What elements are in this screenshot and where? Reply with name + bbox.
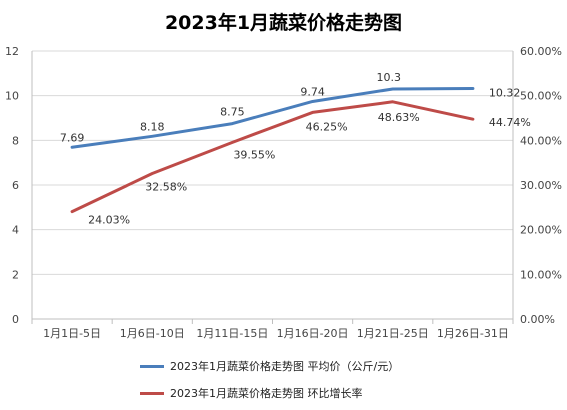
y-right-tick-label: 30.00% bbox=[520, 179, 562, 192]
data-label-price: 8.18 bbox=[140, 120, 165, 133]
data-label-growth: 46.25% bbox=[306, 120, 348, 133]
x-tick-label: 1月1日-5日 bbox=[43, 327, 101, 340]
y-left-tick-label: 8 bbox=[12, 134, 19, 147]
y-right-tick-label: 50.00% bbox=[520, 90, 562, 103]
y-right-tick-label: 0.00% bbox=[520, 313, 555, 326]
x-tick-label: 1月21日-25日 bbox=[357, 327, 429, 340]
x-tick-label: 1月16日-20日 bbox=[277, 327, 349, 340]
data-label-growth: 32.58% bbox=[145, 180, 187, 193]
chart-legend: 2023年1月蔬菜价格走势图 平均价（公斤/元） 2023年1月蔬菜价格走势图 … bbox=[140, 356, 399, 410]
data-label-growth: 39.55% bbox=[233, 148, 275, 161]
x-tick-label: 1月6日-10日 bbox=[120, 327, 185, 340]
chart-title: 2023年1月蔬菜价格走势图 bbox=[164, 12, 403, 34]
y-right-tick-label: 40.00% bbox=[520, 134, 562, 147]
data-label-growth: 44.74% bbox=[489, 116, 531, 129]
legend-label-growth: 2023年1月蔬菜价格走势图 环比增长率 bbox=[170, 387, 363, 400]
y-left-tick-label: 4 bbox=[12, 224, 19, 237]
series-line-price bbox=[70, 87, 475, 149]
y-left-tick-label: 10 bbox=[5, 90, 19, 103]
legend-swatch-price bbox=[140, 364, 164, 368]
y-left-tick-label: 2 bbox=[12, 268, 19, 281]
legend-swatch-growth bbox=[140, 391, 164, 395]
legend-item-price: 2023年1月蔬菜价格走势图 平均价（公斤/元） bbox=[140, 356, 399, 376]
x-tick-label: 1月11日-15日 bbox=[196, 327, 268, 340]
data-label-price: 10.32 bbox=[489, 87, 520, 100]
legend-item-growth: 2023年1月蔬菜价格走势图 环比增长率 bbox=[140, 383, 399, 403]
legend-label-price: 2023年1月蔬菜价格走势图 平均价（公斤/元） bbox=[170, 360, 400, 373]
y-right-tick-label: 10.00% bbox=[520, 268, 562, 281]
y-left-tick-label: 12 bbox=[5, 45, 19, 58]
y-right-tick-label: 20.00% bbox=[520, 224, 562, 237]
data-label-growth: 24.03% bbox=[88, 214, 130, 227]
x-tick-label: 1月26日-31日 bbox=[437, 327, 509, 340]
data-label-price: 7.69 bbox=[60, 131, 85, 144]
y-left-tick-label: 6 bbox=[12, 179, 19, 192]
data-label-price: 9.74 bbox=[300, 85, 325, 98]
y-right-tick-label: 60.00% bbox=[520, 45, 562, 58]
y-left-tick-label: 0 bbox=[12, 313, 19, 326]
series-line-growth bbox=[70, 100, 475, 214]
data-label-price: 8.75 bbox=[220, 106, 245, 119]
data-label-growth: 48.63% bbox=[378, 111, 420, 124]
data-label-price: 10.3 bbox=[377, 71, 402, 84]
